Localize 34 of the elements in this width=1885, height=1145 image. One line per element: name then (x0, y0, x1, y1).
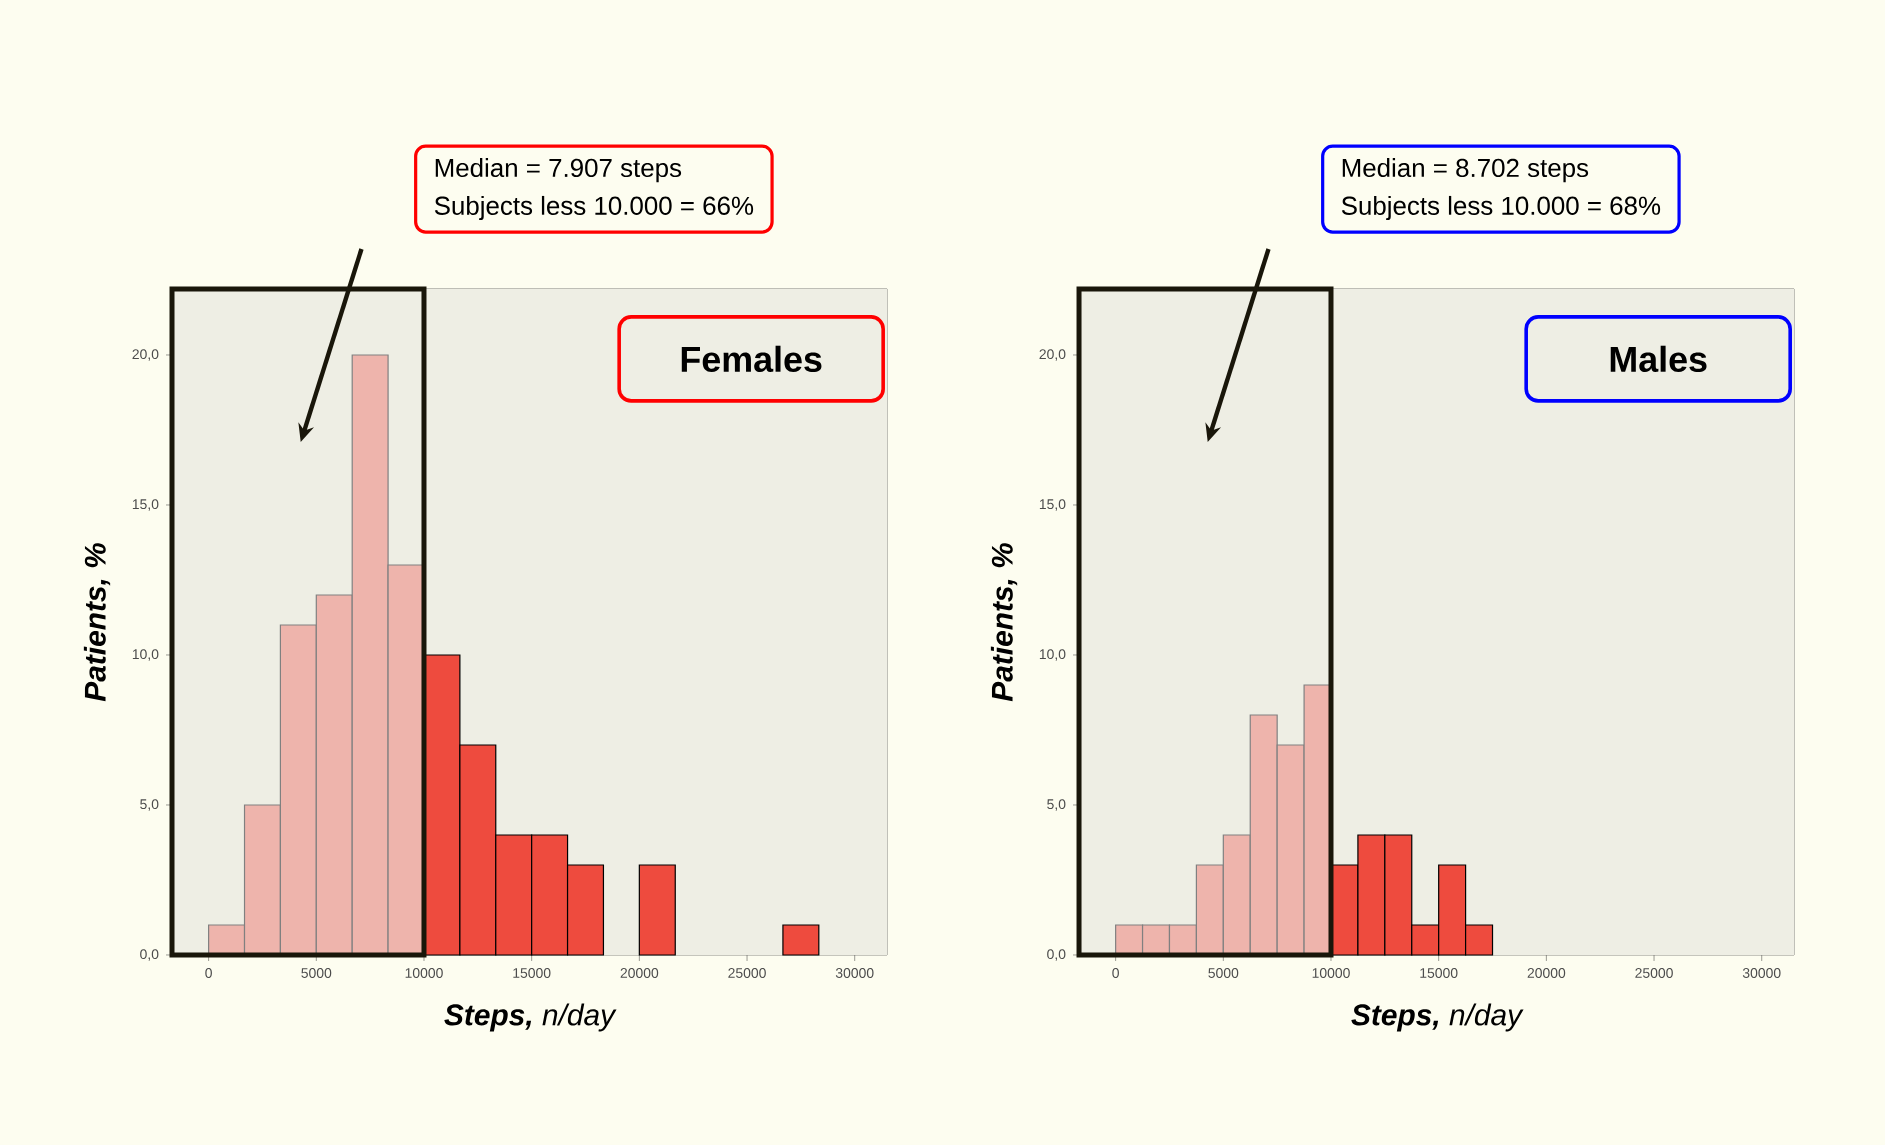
text: Subjects less 10.000 = 68% (1341, 195, 1661, 221)
x-tick-label: 15000 (1420, 968, 1458, 978)
x-tick-label: 10000 (1312, 968, 1350, 978)
y-tick-label: 0,0 (140, 949, 159, 961)
x-tick-label: 25000 (1635, 968, 1673, 978)
y-tick-label: 10,0 (132, 649, 159, 661)
x-tick-label: 10000 (405, 968, 443, 978)
x-tick-label: 20000 (620, 968, 659, 978)
x-tick-label: 0 (1112, 968, 1119, 978)
x-tick-label: 30000 (835, 968, 874, 978)
y-tick-label: 20,0 (1039, 349, 1066, 361)
x-tick-label: 0 (205, 968, 212, 978)
x-tick-label: 25000 (728, 968, 766, 978)
x-tick-label: 5000 (1208, 968, 1239, 978)
y-tick-label: 5,0 (1047, 799, 1066, 811)
y-tick-label: 15,0 (1039, 499, 1066, 511)
y-tick-label: 0,0 (1047, 949, 1066, 961)
x-tick-label: 20000 (1527, 968, 1566, 978)
y-tick-label: 10,0 (1039, 649, 1066, 661)
y-tick-label: 15,0 (132, 499, 159, 511)
text: Median = 7.907 steps (435, 158, 682, 183)
text: Males (1610, 345, 1707, 373)
y-tick-label: 20,0 (132, 349, 159, 361)
text: Females (681, 345, 822, 373)
text: Median = 8.702 steps (1342, 158, 1589, 183)
x-tick-label: 30000 (1742, 968, 1781, 978)
x-tick-label: 15000 (513, 968, 551, 978)
y-axis-title: Patients, % (990, 543, 1018, 702)
x-axis-title: Steps, n/day (1351, 1003, 1524, 1032)
x-axis-title: Steps, n/day (444, 1003, 617, 1032)
y-tick-label: 5,0 (140, 799, 159, 811)
x-tick-label: 5000 (301, 968, 332, 978)
text: Subjects less 10.000 = 66% (434, 195, 754, 221)
y-axis-title: Patients, % (83, 543, 111, 702)
